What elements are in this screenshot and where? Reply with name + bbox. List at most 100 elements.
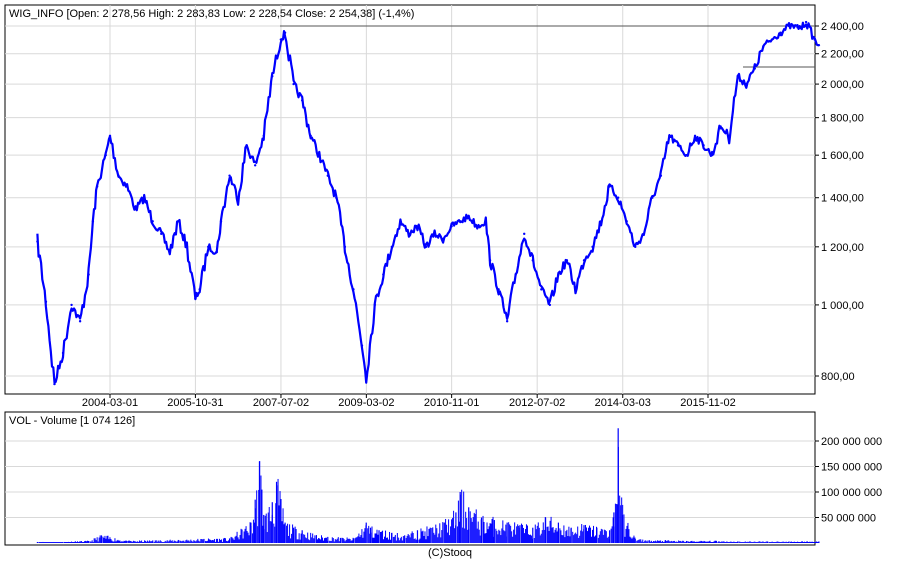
volume-bar [792, 541, 794, 543]
volume-bar [386, 537, 388, 543]
volume-bar [687, 541, 689, 543]
volume-bar [690, 541, 692, 543]
volume-bar [631, 538, 633, 543]
volume-bar [92, 541, 94, 543]
volume-bar [739, 541, 741, 543]
volume-bar [367, 528, 369, 543]
price-point [514, 273, 517, 276]
volume-bar [702, 541, 704, 543]
volume-bar [324, 537, 326, 543]
price-point [87, 273, 90, 276]
volume-bar [118, 540, 120, 543]
volume-bar [254, 508, 256, 543]
volume-bar [91, 540, 93, 543]
volume-bar [106, 535, 108, 543]
price-point [424, 245, 428, 249]
volume-bar [235, 535, 237, 543]
volume-bar [385, 530, 387, 543]
volume-bar [263, 514, 265, 543]
volume-bar [40, 542, 42, 543]
volume-bar [770, 542, 772, 543]
volume-bar [466, 518, 468, 543]
volume-bar [351, 540, 353, 543]
volume-bar [137, 541, 139, 543]
price-point [651, 196, 654, 199]
price-point [693, 134, 697, 138]
volume-bar [444, 522, 446, 543]
price-point [702, 144, 705, 147]
volume-bar [439, 523, 441, 543]
volume-bar [457, 500, 459, 543]
volume-bar [156, 541, 158, 543]
volume-bar [603, 529, 605, 543]
volume-bar [53, 541, 55, 543]
volume-bar [536, 525, 538, 543]
volume-bar [208, 539, 210, 543]
volume-bar [382, 530, 384, 543]
volume-bar [776, 541, 778, 543]
volume-bar [341, 537, 343, 543]
volume-bar [211, 539, 213, 543]
volume-bar [458, 521, 460, 543]
volume-bar [429, 528, 431, 543]
volume-bar [809, 541, 811, 543]
price-point [685, 153, 688, 157]
volume-bar [267, 512, 269, 543]
volume-bar [397, 537, 399, 543]
volume-bar [119, 540, 121, 543]
price-point [262, 134, 265, 138]
volume-bar [117, 539, 119, 543]
volume-bar [664, 541, 666, 543]
volume-bar [349, 539, 351, 543]
volume-bar [530, 535, 532, 543]
volume-bar [493, 520, 495, 543]
volume-bar [453, 510, 455, 543]
volume-bar [762, 541, 764, 543]
volume-bar [305, 537, 307, 543]
volume-bar [723, 541, 725, 543]
volume-bar [669, 541, 671, 543]
volume-bar [372, 537, 374, 543]
volume-bar [593, 525, 595, 543]
volume-bar [506, 522, 508, 543]
volume-bar [749, 541, 751, 543]
volume-bar [316, 539, 318, 543]
volume-bar [756, 542, 758, 543]
volume-bar [224, 538, 226, 543]
volume-bar [212, 540, 214, 543]
volume-bar [314, 538, 316, 543]
volume-bar [96, 537, 98, 543]
volume-bar [722, 541, 724, 543]
price-point [271, 75, 274, 78]
volume-bar [703, 540, 705, 543]
volume-bar [623, 514, 625, 543]
volume-bar [540, 533, 542, 543]
volume-bar [48, 542, 50, 543]
volume-bar [592, 529, 594, 543]
volume-bar [802, 542, 804, 543]
volume-bar [154, 540, 156, 543]
volume-bar [452, 517, 454, 543]
volume-bar [697, 542, 699, 543]
volume-bar [287, 523, 289, 543]
volume-bar [579, 535, 581, 543]
volume-bar [364, 528, 366, 543]
price-point [523, 232, 526, 236]
volume-bar [214, 541, 216, 543]
volume-bar [498, 529, 500, 543]
price-point [817, 43, 821, 47]
volume-bar [418, 539, 420, 543]
volume-bar [742, 542, 744, 543]
volume-bar [239, 534, 241, 543]
volume-bar [729, 541, 731, 543]
price-point [134, 208, 137, 211]
volume-bar [242, 538, 244, 543]
volume-bar [649, 540, 651, 543]
volume-bar [222, 538, 224, 543]
volume-bar [473, 512, 475, 543]
date-tick-label: 2009-03-02 [338, 397, 394, 409]
volume-bar [65, 542, 67, 543]
price-point [194, 297, 197, 300]
volume-bar [625, 528, 627, 543]
